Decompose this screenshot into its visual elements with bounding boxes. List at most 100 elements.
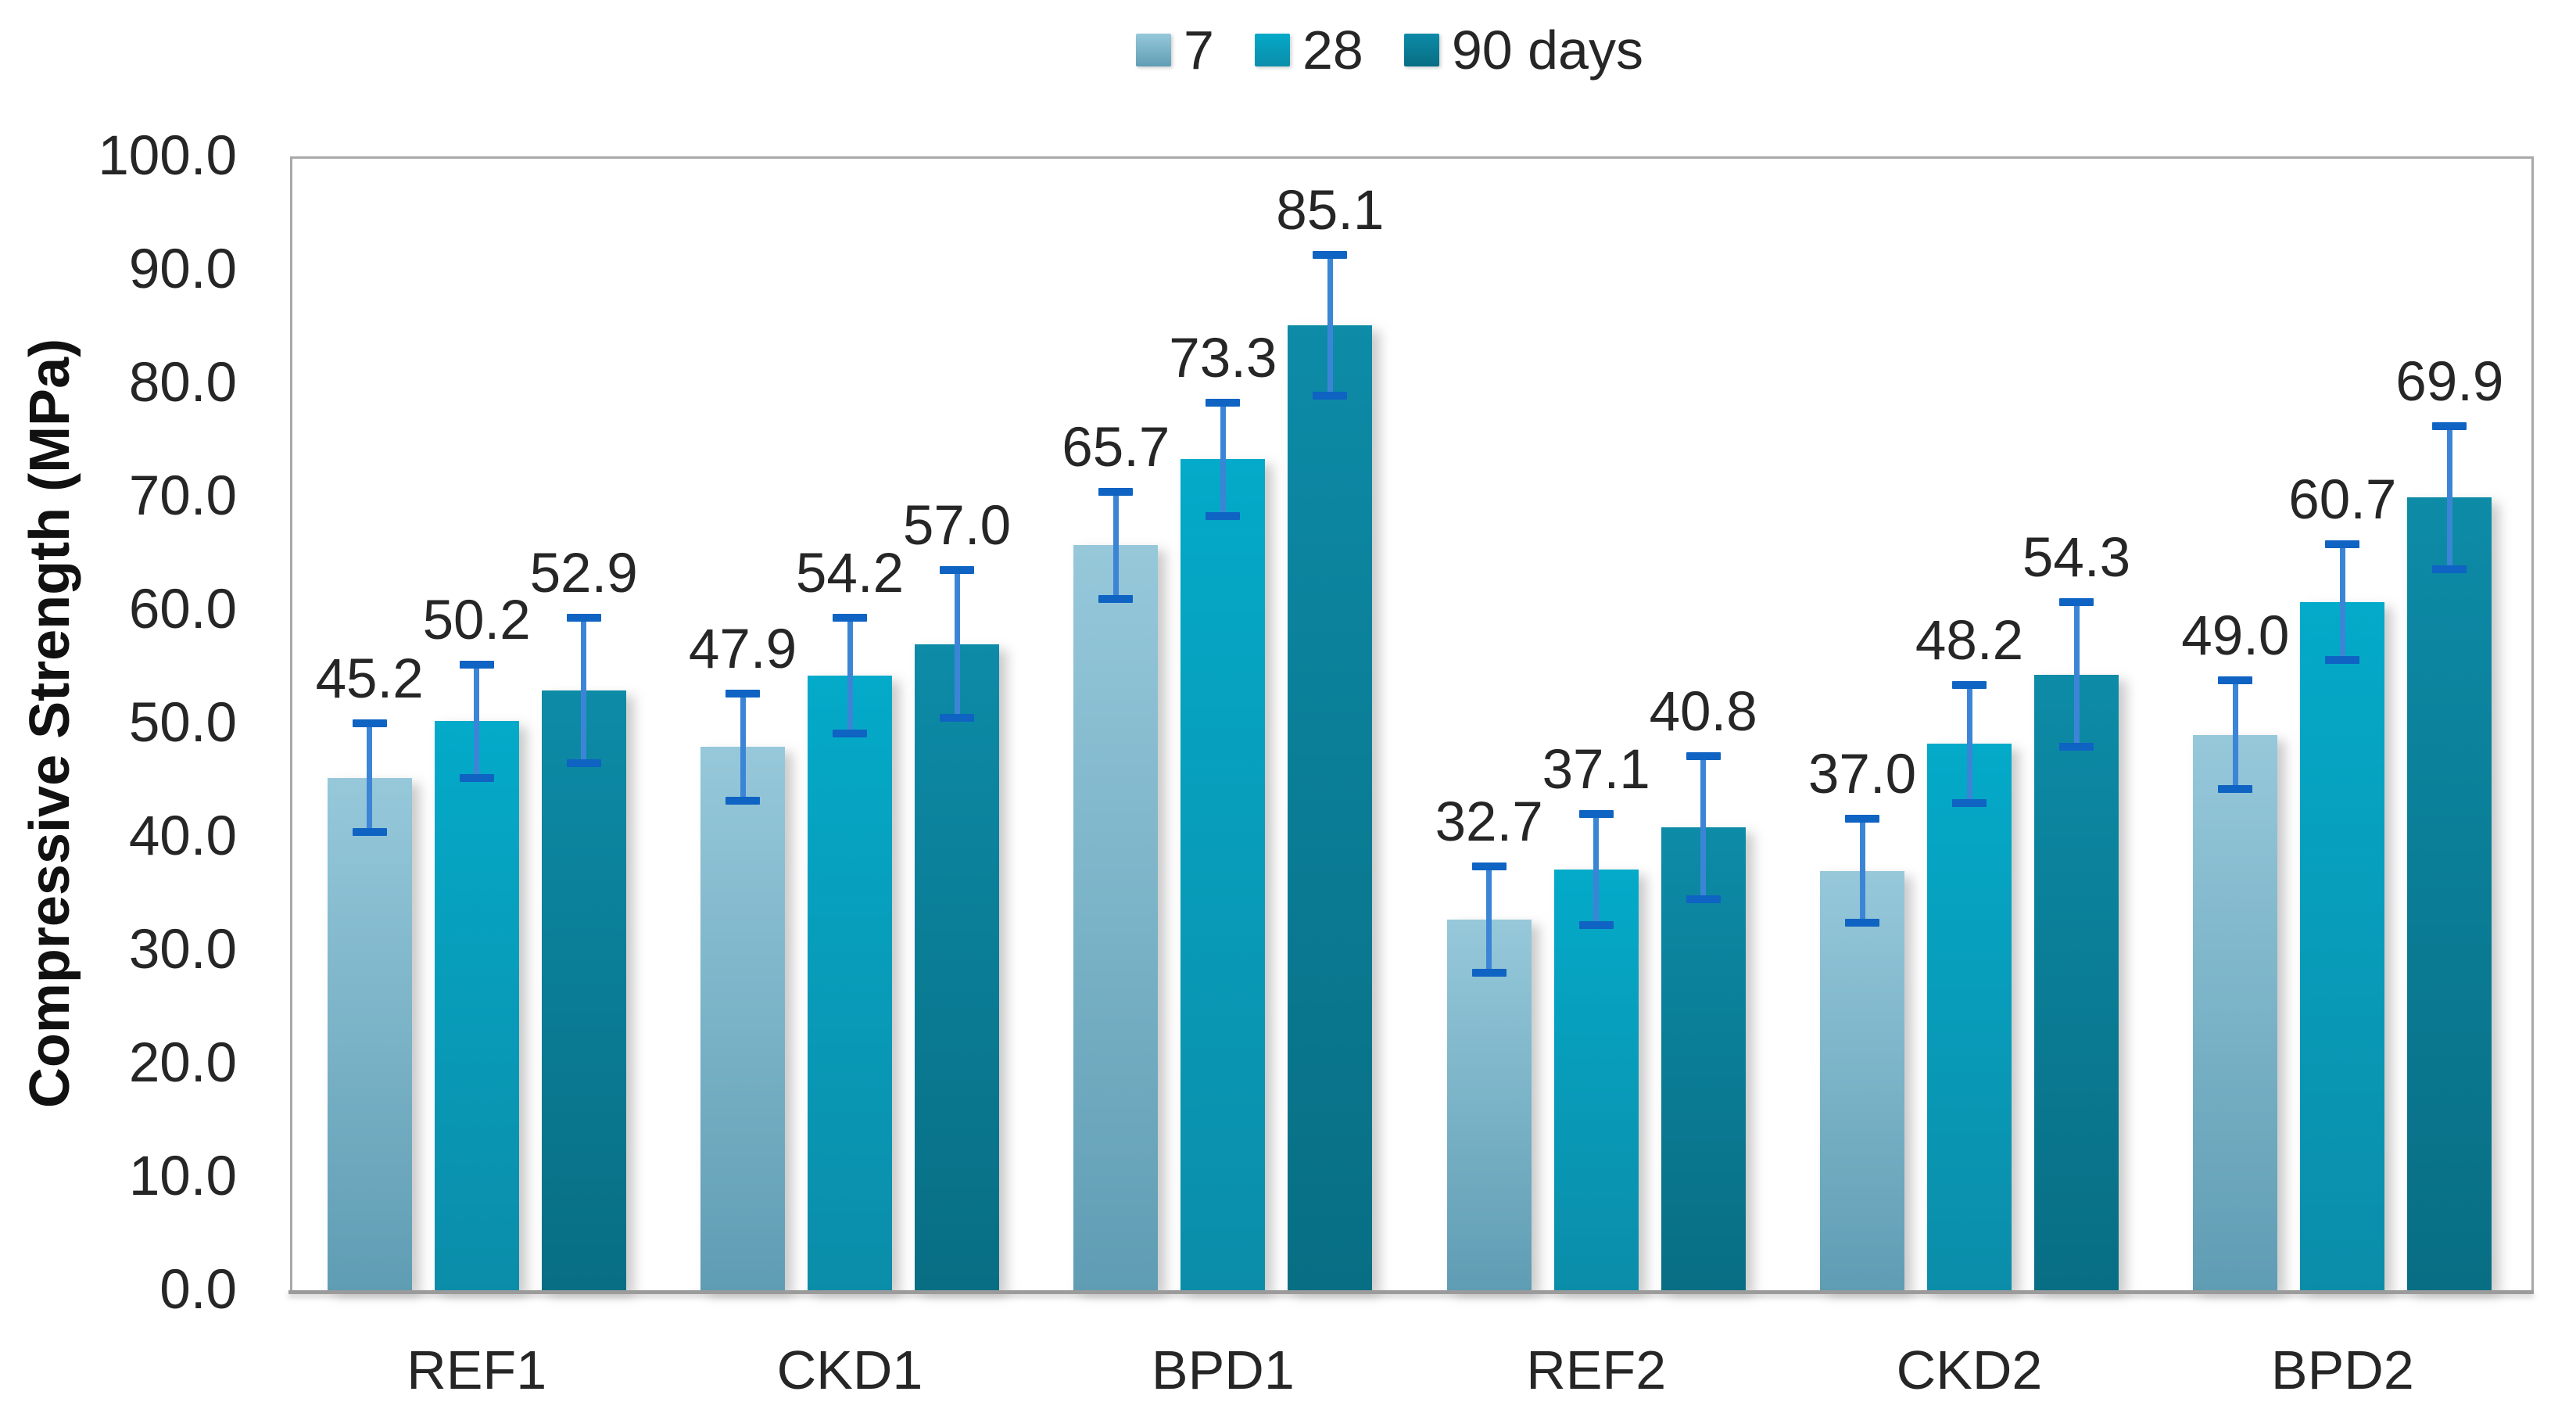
y-tick-label: 100.0 [98, 125, 237, 187]
plot-area [290, 156, 2534, 1293]
error-bar-cap [352, 719, 387, 727]
error-bar-cap [1952, 680, 1987, 689]
error-bar [954, 570, 960, 718]
error-bar-cap [1952, 798, 1987, 807]
error-bar-cap [2059, 597, 2094, 606]
legend-label: 90 days [1451, 20, 1643, 81]
x-tick-label: BPD2 [2270, 1339, 2414, 1400]
y-tick-label: 70.0 [128, 465, 237, 527]
error-bar-cap [1098, 594, 1134, 603]
legend-swatch-icon [1136, 34, 1171, 66]
error-bar [1859, 818, 1865, 923]
error-bar-cap [940, 713, 974, 722]
error-bar-cap [1206, 511, 1241, 520]
legend-item: 28 [1254, 17, 1363, 83]
chart-legend: 7 28 90 days [102, 17, 2576, 83]
error-bar [1220, 402, 1226, 516]
bar [1553, 870, 1639, 1290]
error-bar [847, 618, 853, 734]
error-bar [474, 664, 480, 778]
data-label: 69.9 [2395, 351, 2504, 414]
error-bar [1966, 684, 1972, 803]
legend-swatch-icon [1254, 34, 1290, 66]
error-bar-cap [2325, 655, 2360, 664]
error-bar [1700, 756, 1707, 899]
error-bar [740, 694, 746, 801]
error-bar-cap [726, 796, 760, 805]
data-label: 54.2 [795, 543, 905, 605]
bar [1661, 827, 1746, 1290]
data-label: 54.3 [2022, 526, 2131, 589]
bar [915, 644, 999, 1290]
error-bar [2339, 543, 2345, 660]
bar [1446, 919, 1532, 1290]
error-bar-cap [1845, 814, 1879, 823]
x-tick-label: CKD2 [1896, 1339, 2043, 1400]
legend-label: 7 [1184, 20, 1214, 81]
data-label: 52.9 [529, 543, 638, 605]
y-tick-label: 40.0 [128, 805, 237, 867]
error-bar-cap [2218, 676, 2253, 684]
x-tick-label: BPD1 [1151, 1339, 1295, 1400]
data-label: 37.0 [1807, 743, 1917, 805]
data-label: 45.2 [315, 648, 424, 710]
y-tick-label: 0.0 [159, 1259, 237, 1321]
y-tick-label: 30.0 [128, 919, 237, 981]
data-label: 47.9 [688, 619, 797, 681]
error-bar-cap [1686, 895, 1721, 903]
data-label: 65.7 [1062, 417, 1170, 479]
data-label: 40.8 [1649, 681, 1757, 744]
error-bar-cap [1578, 810, 1614, 818]
error-bar-cap [459, 773, 494, 782]
y-tick-label: 50.0 [128, 692, 237, 754]
error-bar-cap [566, 614, 601, 622]
error-bar-cap [566, 759, 601, 767]
y-axis-title: Compressive Strength (MPa) [19, 338, 81, 1109]
bar [808, 676, 892, 1290]
error-bar-cap [1313, 251, 1348, 260]
error-bar-cap [1686, 752, 1721, 761]
y-tick-label: 20.0 [128, 1032, 237, 1094]
error-bar-cap [833, 614, 867, 622]
error-bar [2073, 601, 2080, 748]
error-bar-cap [352, 828, 387, 837]
bar [2034, 674, 2119, 1290]
error-bar-cap [2325, 540, 2360, 548]
error-bar [2446, 426, 2452, 569]
error-bar-cap [1578, 921, 1614, 930]
error-bar-cap [2432, 565, 2467, 573]
y-tick-label: 10.0 [128, 1146, 237, 1207]
bar [434, 721, 519, 1290]
error-bar [581, 618, 587, 763]
legend-item: 90 days [1403, 17, 1643, 83]
data-label: 49.0 [2181, 604, 2290, 667]
error-bar-cap [1206, 398, 1241, 407]
error-bar-cap [833, 730, 867, 738]
error-bar-cap [1098, 488, 1134, 497]
error-bar [2232, 680, 2238, 790]
error-bar [1593, 814, 1600, 926]
legend-item: 7 [1136, 17, 1214, 83]
y-tick-label: 60.0 [128, 579, 237, 640]
data-label: 32.7 [1435, 791, 1543, 853]
x-tick-label: REF1 [407, 1339, 547, 1400]
bar [700, 747, 785, 1290]
error-bar [1327, 255, 1333, 396]
data-label: 85.1 [1276, 180, 1385, 242]
error-bar-cap [2432, 422, 2467, 431]
bar [1288, 325, 1373, 1290]
error-bar-cap [940, 566, 974, 575]
x-tick-label: CKD1 [776, 1339, 923, 1400]
legend-swatch-icon [1403, 34, 1439, 66]
data-label: 73.3 [1169, 327, 1277, 389]
data-label: 57.0 [902, 495, 1012, 558]
error-bar-cap [2218, 785, 2253, 794]
bar [1820, 870, 1904, 1290]
x-axis-line [288, 1290, 2534, 1294]
data-label: 37.1 [1542, 739, 1650, 801]
error-bar-cap [2059, 743, 2094, 751]
error-bar [367, 723, 373, 833]
bar [2193, 734, 2278, 1290]
data-label: 50.2 [422, 589, 531, 651]
data-label: 48.2 [1915, 609, 2024, 672]
